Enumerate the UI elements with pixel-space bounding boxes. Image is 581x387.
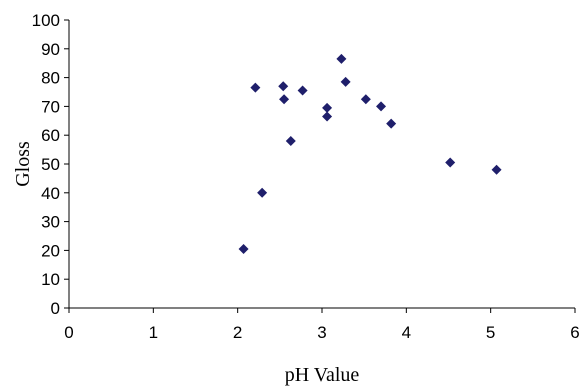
y-tick-label: 30: [41, 213, 60, 232]
x-tick-label: 2: [233, 323, 242, 342]
y-tick-label: 40: [41, 184, 60, 203]
data-point: [360, 94, 371, 105]
y-tick-label: 0: [51, 299, 60, 318]
data-point: [257, 187, 268, 198]
x-axis-title: pH Value: [285, 364, 360, 386]
x-tick-label: 3: [317, 323, 326, 342]
y-axis-title: Gloss: [12, 141, 34, 187]
y-tick-label: 20: [41, 241, 60, 260]
y-tick-label: 100: [32, 11, 60, 30]
y-tick-label: 60: [41, 126, 60, 145]
data-point: [250, 82, 261, 93]
y-tick-label: 70: [41, 97, 60, 116]
data-point: [285, 135, 296, 146]
data-point: [340, 76, 351, 87]
x-tick-label: 1: [149, 323, 158, 342]
x-axis-ticks: 0 1 2 3 4 5 6: [64, 308, 580, 342]
data-points: [238, 53, 502, 254]
data-point: [322, 111, 333, 122]
data-point: [336, 53, 347, 64]
data-point: [322, 102, 333, 113]
data-point: [279, 94, 290, 105]
data-point: [376, 101, 387, 112]
y-tick-label: 10: [41, 270, 60, 289]
data-point: [238, 243, 249, 254]
x-tick-label: 5: [486, 323, 495, 342]
x-tick-label: 6: [570, 323, 579, 342]
data-point: [491, 164, 502, 175]
y-tick-label: 50: [41, 155, 60, 174]
y-tick-label: 80: [41, 69, 60, 88]
data-point: [386, 118, 397, 129]
x-tick-label: 0: [64, 323, 73, 342]
x-tick-label: 4: [402, 323, 411, 342]
data-point: [278, 81, 289, 92]
y-axis-ticks: 0 10 20 30 40 50 60 70 80 90 100: [32, 11, 69, 318]
y-tick-label: 90: [41, 40, 60, 59]
data-point: [445, 157, 456, 168]
data-point: [297, 85, 308, 96]
